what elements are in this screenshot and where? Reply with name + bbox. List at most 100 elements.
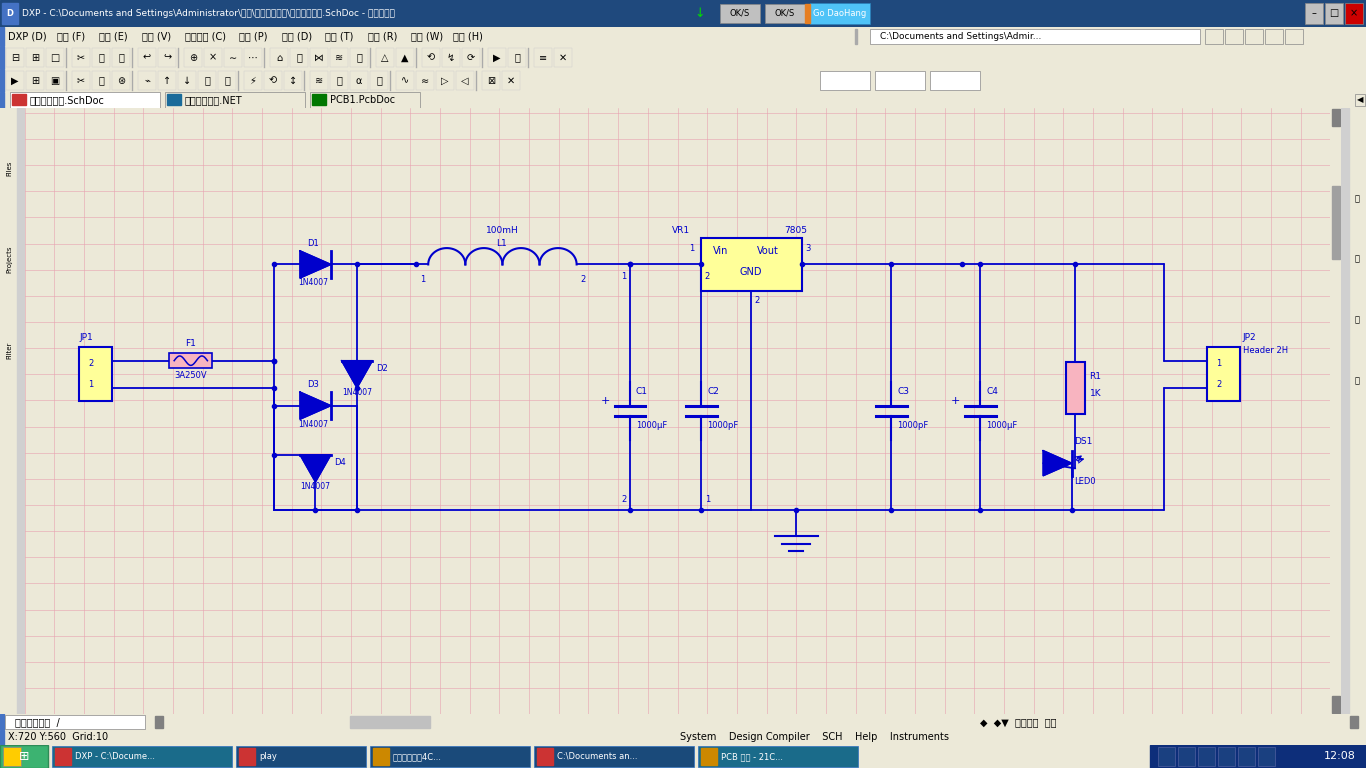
Text: 三端稳压电源  /: 三端稳压电源 / [15, 717, 60, 727]
Text: ≋: ≋ [335, 52, 343, 63]
Bar [534, 746, 694, 766]
Bar [10, 92, 160, 108]
Bar [350, 48, 367, 67]
Text: ×: × [209, 52, 217, 63]
Text: 系: 系 [1355, 194, 1361, 203]
Bar [26, 71, 44, 90]
Text: 根河北京联通4C...: 根河北京联通4C... [393, 752, 443, 761]
Bar [5, 71, 25, 90]
Text: ▣: ▣ [51, 75, 60, 86]
Bar [138, 48, 156, 67]
Bar [245, 48, 262, 67]
Bar [79, 347, 112, 402]
Bar [376, 48, 393, 67]
Text: D2: D2 [376, 364, 388, 373]
Bar [52, 746, 232, 766]
Text: ≈: ≈ [421, 75, 429, 86]
Bar [350, 71, 367, 90]
Bar [765, 4, 805, 23]
Bar [46, 71, 64, 90]
Bar [92, 48, 111, 67]
Text: ▶: ▶ [11, 75, 19, 86]
Text: ◆  ◆▼  屏蔽程度  清除: ◆ ◆▼ 屏蔽程度 清除 [979, 717, 1056, 727]
Bar [310, 48, 328, 67]
Text: 项目管理 (C): 项目管理 (C) [184, 31, 225, 41]
Bar [1065, 362, 1085, 414]
Bar [5, 715, 145, 729]
Text: C3: C3 [897, 387, 910, 396]
Text: 3A250V: 3A250V [175, 372, 208, 380]
Bar [1355, 94, 1365, 106]
Bar [154, 716, 163, 728]
Text: C1: C1 [637, 387, 647, 396]
Bar [698, 746, 858, 766]
Text: 视图 (W): 视图 (W) [411, 31, 443, 41]
Bar [1305, 3, 1324, 25]
Bar [3, 747, 20, 766]
Text: play: play [260, 752, 277, 761]
Bar [46, 48, 64, 67]
Text: 2: 2 [754, 296, 759, 305]
Text: F1: F1 [186, 339, 197, 348]
Bar [112, 48, 130, 67]
Text: ×: × [1350, 8, 1358, 18]
Text: 编辑 (E): 编辑 (E) [100, 31, 128, 41]
Bar [805, 4, 810, 23]
Bar [290, 48, 307, 67]
Bar [169, 353, 212, 368]
Bar [396, 71, 414, 90]
Bar [0, 27, 4, 46]
Text: ⊞: ⊞ [31, 52, 40, 63]
Text: 放置 (P): 放置 (P) [239, 31, 268, 41]
Bar [930, 71, 979, 90]
Bar [331, 71, 348, 90]
Bar [1332, 187, 1340, 260]
Text: JP2: JP2 [1243, 333, 1257, 342]
Bar [1325, 3, 1343, 25]
Text: Go DaoHang: Go DaoHang [813, 9, 866, 18]
Text: Files: Files [7, 161, 12, 176]
Text: 1: 1 [690, 243, 694, 253]
Bar [1238, 747, 1255, 766]
Bar [0, 714, 4, 730]
Text: 1: 1 [622, 272, 627, 281]
Bar [373, 748, 389, 765]
Text: ≡: ≡ [540, 52, 546, 63]
Bar [537, 748, 553, 765]
Text: ∿: ∿ [402, 75, 408, 86]
Bar [1208, 347, 1240, 402]
Text: 1N4007: 1N4007 [298, 419, 328, 429]
Text: ↑: ↑ [163, 75, 171, 86]
Bar [158, 48, 176, 67]
Bar [417, 71, 434, 90]
Text: +: + [951, 396, 960, 406]
Text: 1N4007: 1N4007 [298, 278, 328, 287]
Text: 报告 (R): 报告 (R) [367, 31, 398, 41]
Text: ↪: ↪ [163, 52, 171, 63]
Text: 100mH: 100mH [485, 226, 518, 235]
Bar [482, 71, 500, 90]
Text: PCB 技术 - 21C...: PCB 技术 - 21C... [721, 752, 783, 761]
Text: ↩: ↩ [143, 52, 152, 63]
Text: ⊛: ⊛ [117, 75, 126, 86]
Bar [1285, 29, 1303, 45]
Text: ⌂: ⌂ [276, 52, 283, 63]
Text: □: □ [1329, 8, 1339, 18]
Text: ⟳: ⟳ [467, 52, 475, 63]
Text: R1: R1 [1090, 372, 1101, 382]
Text: 参: 参 [1355, 316, 1361, 324]
Bar [310, 92, 419, 108]
Text: ≋: ≋ [316, 75, 324, 86]
Text: ⌖: ⌖ [376, 75, 382, 86]
Text: ⟲: ⟲ [269, 75, 277, 86]
Text: ↓: ↓ [695, 7, 705, 20]
Bar [555, 48, 572, 67]
Bar [55, 748, 71, 765]
Text: GND: GND [740, 267, 762, 277]
Text: 三端稳压电源.NET: 三端稳压电源.NET [184, 94, 243, 105]
Text: 1000pF: 1000pF [897, 421, 929, 429]
Text: LED0: LED0 [1074, 477, 1096, 486]
Bar [0, 92, 4, 108]
Text: ◀: ◀ [1356, 95, 1363, 104]
Polygon shape [301, 455, 331, 482]
